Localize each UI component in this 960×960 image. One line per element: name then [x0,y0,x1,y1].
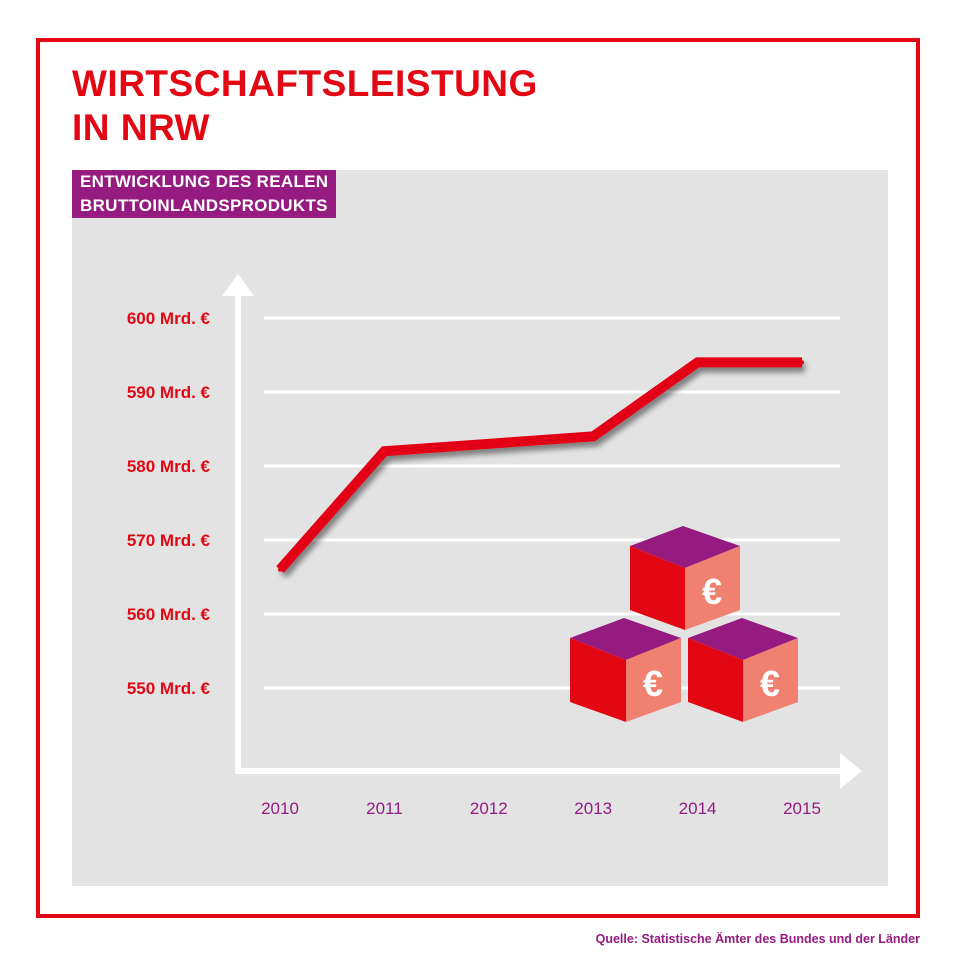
outer-frame [36,38,920,918]
subtitle-line-1: ENTWICKLUNG DES REALEN [72,170,337,194]
title-line-1: WIRTSCHAFTSLEISTUNG [72,63,538,104]
y-tick-label: 590 Mrd. € [127,383,211,402]
series-line [276,357,802,573]
data-point [591,434,596,439]
y-tick-label: 560 Mrd. € [127,605,211,624]
source-note: Quelle: Statistische Ämter des Bundes un… [595,932,920,946]
svg-text:€: € [760,663,780,704]
chart-subtitle: ENTWICKLUNG DES REALEN BRUTTOINLANDSPROD… [72,170,337,218]
chart-panel [72,170,888,886]
page-title: WIRTSCHAFTSLEISTUNG IN NRW [72,62,538,150]
x-tick-label: 2010 [261,799,299,818]
x-tick-label: 2011 [366,799,403,818]
data-point [695,360,700,365]
data-point [382,449,387,454]
svg-text:€: € [643,663,663,704]
y-tick-label: 580 Mrd. € [127,457,211,476]
x-tick-label: 2013 [574,799,612,818]
svg-text:€: € [702,571,722,612]
data-point [486,441,491,446]
x-tick-label: 2014 [679,799,717,818]
x-tick-label: 2015 [783,799,821,818]
data-point [278,567,282,572]
subtitle-line-2: BRUTTOINLANDSPRODUKTS [72,194,336,218]
euro-cube-left: € [570,618,681,722]
euro-cube-right: € [688,618,798,722]
euro-cubes-icon: € € € [570,526,798,722]
title-line-2: IN NRW [72,107,210,148]
data-point [800,360,804,365]
y-tick-label: 600 Mrd. € [127,309,211,328]
euro-cube-top: € [630,526,740,630]
y-axis-arrow [222,274,254,296]
y-tick-label: 550 Mrd. € [127,679,211,698]
y-tick-label: 570 Mrd. € [127,531,211,550]
x-axis-arrow [840,753,862,789]
x-tick-label: 2012 [470,799,508,818]
